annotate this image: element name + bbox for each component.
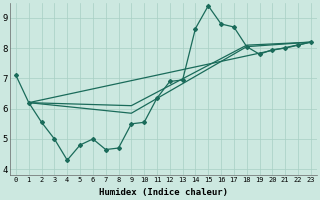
X-axis label: Humidex (Indice chaleur): Humidex (Indice chaleur) [99,188,228,197]
